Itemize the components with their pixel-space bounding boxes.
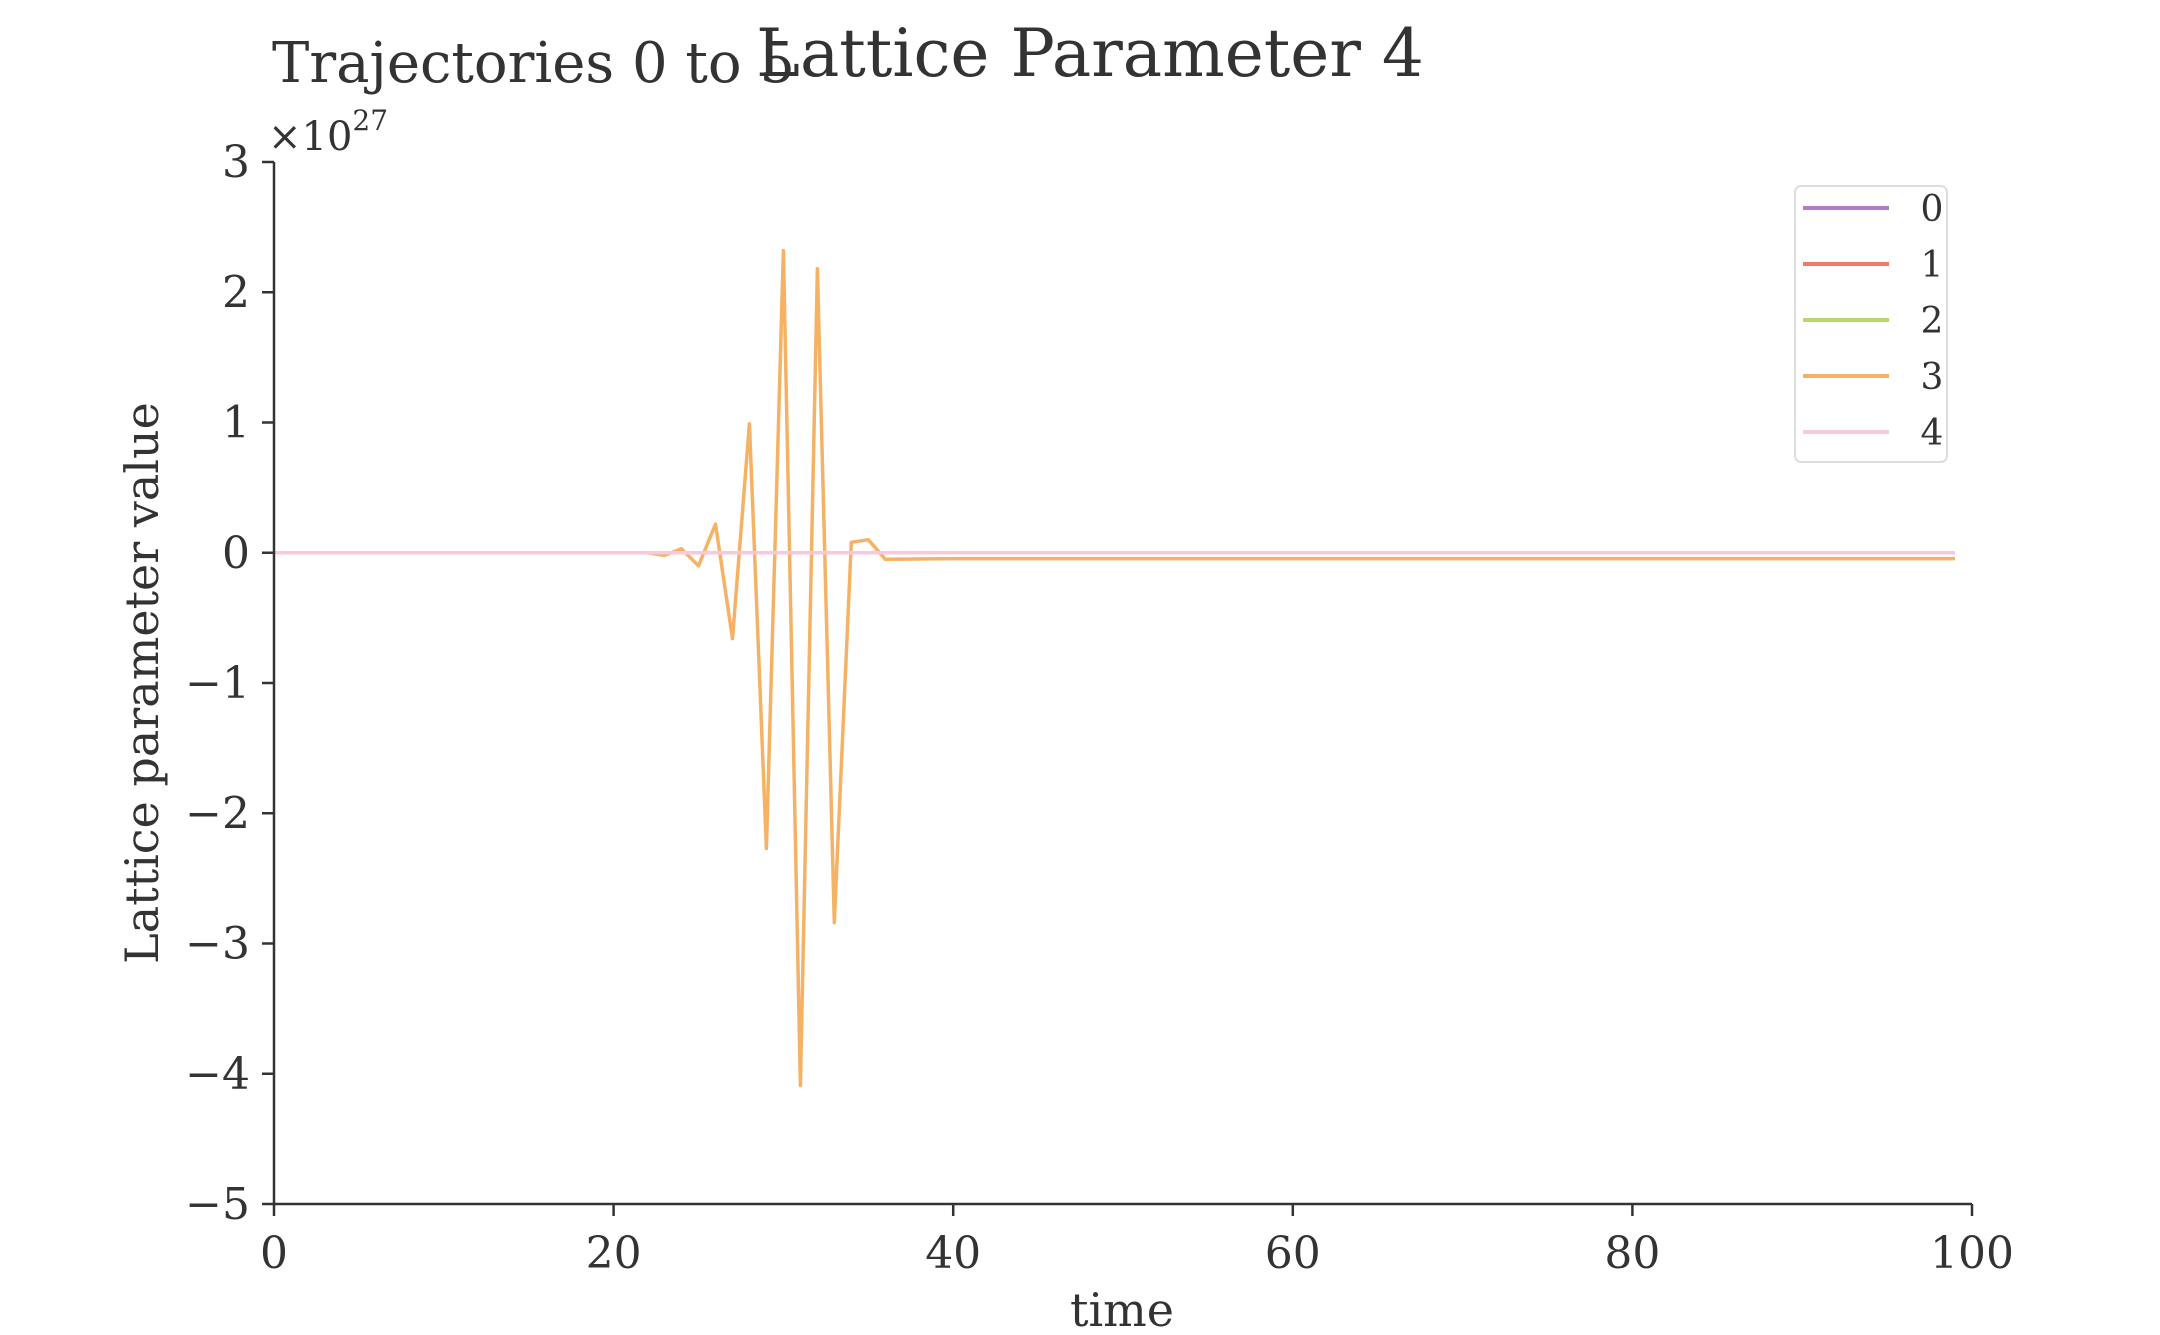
x-tick-label: 40 [925,1228,981,1279]
plot-lines [274,248,1955,1088]
x-tick-label: 60 [1265,1228,1321,1279]
y-tick-label: −4 [185,1049,250,1100]
y-tick-label: 0 [222,528,250,579]
legend-items: 0 1 2 3 4 [1803,189,1943,454]
legend: 0 1 2 3 4 [1794,185,1948,463]
y-tick-label: 1 [222,398,250,449]
y-tick-label: −5 [185,1179,250,1230]
y-axis-label: Lattice parameter value [115,402,169,964]
y-tick-label: −1 [185,658,250,709]
legend-label: 1 [1921,245,1944,286]
x-tick-label: 20 [586,1228,642,1279]
series-line-3 [274,248,1955,1088]
x-tick-label: 100 [1930,1228,2014,1279]
legend-label: 3 [1921,357,1944,398]
y-axis-offset-base: ×10 [268,114,352,160]
y-tick-label: −2 [185,788,250,839]
x-tick-label: 80 [1604,1228,1660,1279]
x-tick-label: 0 [260,1228,288,1279]
x-ticks: 0 20 40 60 80 100 [260,1204,2014,1279]
x-axis-label: time [1070,1283,1174,1335]
legend-label: 2 [1921,301,1944,342]
legend-label: 0 [1921,189,1944,230]
y-tick-label: 2 [222,267,250,318]
chart-subtitle: Trajectories 0 to 5 [272,31,795,96]
y-tick-label: −3 [185,919,250,970]
y-ticks: 3 2 1 0 −1 −2 −3 −4 −5 [185,137,274,1230]
chart-title: Lattice Parameter 4 [756,15,1424,92]
legend-label: 4 [1921,413,1944,454]
y-axis-offset-label: ×1027 [268,104,388,160]
legend-box [1794,185,1948,463]
y-axis-offset-exponent: 27 [352,104,388,137]
y-tick-label: 3 [222,137,250,188]
